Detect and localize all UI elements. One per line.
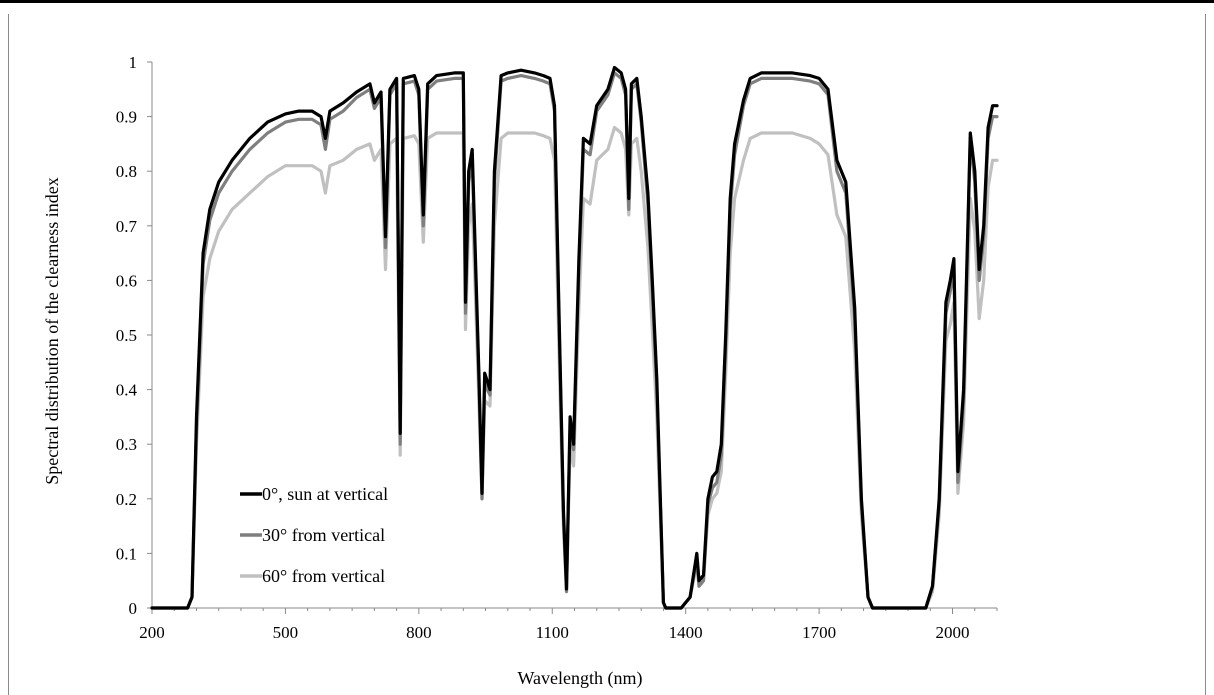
y-tick-label: 0 — [129, 599, 138, 618]
chart-frame — [8, 14, 1206, 695]
legend-label-2: 30° from vertical — [262, 525, 385, 545]
series-line-3 — [150, 125, 999, 610]
legend: 0°, sun at vertical 30° from vertical 60° … — [240, 484, 388, 586]
y-tick-label: 0.5 — [116, 326, 137, 345]
x-tick-label: 500 — [273, 623, 299, 642]
x-tick-label: 2000 — [936, 623, 970, 642]
y-tick-label: 0.3 — [116, 435, 137, 454]
legend-label-3: 60° from vertical — [262, 566, 385, 586]
y-tick-label: 0.8 — [116, 162, 137, 181]
x-tick-label: 800 — [406, 623, 432, 642]
y-tick-label: 0.6 — [116, 271, 137, 290]
y-tick-label: 1 — [129, 53, 138, 72]
top-rule — [0, 0, 1214, 3]
x-tick-label: 200 — [139, 623, 165, 642]
series-layer — [150, 65, 999, 610]
y-tick-label: 0.9 — [116, 108, 137, 127]
axes: 0 0.1 0.2 0.3 0.4 0.5 0.6 0.7 0.8 0.9 1 200 500 800 11… — [116, 53, 998, 642]
legend-label-1: 0°, sun at vertical — [262, 484, 388, 504]
x-tick-label: 1700 — [802, 623, 836, 642]
x-axis-title: Wavelength (nm) — [517, 668, 642, 689]
x-tick-label: 1100 — [536, 623, 569, 642]
y-tick-label: 0.4 — [116, 381, 138, 400]
y-tick-label: 0.7 — [116, 217, 138, 236]
x-tick-label: 1400 — [669, 623, 703, 642]
y-axis-title: Spectral distribution of the clearness i… — [42, 177, 62, 484]
y-tick-label: 0.1 — [116, 544, 137, 563]
y-tick-label: 0.2 — [116, 490, 137, 509]
series-line-1 — [150, 65, 999, 610]
